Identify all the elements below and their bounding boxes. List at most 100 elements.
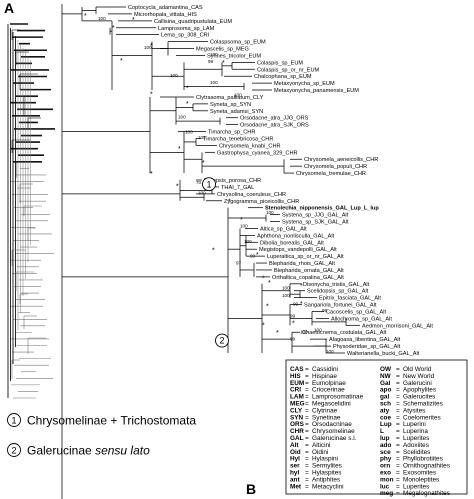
taxon-label: THAI_7_GAL: [221, 185, 254, 191]
taxon-label: Microrhopala_vittata_HIS: [134, 12, 197, 18]
support-label: 100: [144, 45, 152, 50]
taxon-label: Paropsis_porosa_CHR: [204, 178, 261, 184]
taxon-label: Orsodacne_atra_SJK_ORS: [240, 123, 309, 129]
legend-code: gal: [380, 394, 389, 401]
support-star: *: [120, 58, 123, 65]
legend-name: Alticini: [312, 442, 330, 449]
legend-name: Phyllobrotiites: [403, 456, 443, 463]
support-label: 97: [236, 260, 242, 265]
support-star: *: [268, 280, 271, 287]
support-label: 99: [208, 59, 214, 64]
taxon-label: Chrysomela_aeneicollis_CHR: [304, 157, 378, 163]
taxon-label: Colaspsoma_sp_EUM: [210, 40, 266, 46]
legend-code: Gal: [380, 380, 391, 387]
taxon-label: Stenolechia_nipponensis_GAL_Lup_L_lup: [265, 206, 379, 212]
legend-code: ser: [290, 463, 300, 470]
legend-name: Hylaspites: [312, 470, 341, 477]
legend-equals: =: [396, 456, 400, 463]
legend-code: OW: [380, 366, 392, 373]
legend-equals: =: [396, 407, 400, 414]
support-label: 100: [198, 191, 206, 196]
taxon-label: Timarcha_tenebricosa_CHR: [203, 136, 273, 142]
legend-code: CAS: [290, 366, 304, 373]
support-star: *: [292, 320, 295, 327]
legend-name: Exosomites: [403, 470, 436, 477]
legend-equals: =: [396, 373, 400, 380]
support-star: *: [262, 275, 265, 282]
legend-equals: =: [305, 380, 309, 387]
tree-clade-1: 1: [202, 177, 216, 192]
taxon-label: Chrysolina_coeruleus_CHR: [217, 192, 286, 198]
legend-name: Schematizites: [403, 401, 443, 408]
support-star: *: [262, 322, 265, 329]
support-star: *: [240, 217, 243, 224]
support-star: *: [112, 25, 115, 32]
legend-name: Cassidini: [312, 366, 338, 373]
legend-code: HIS: [290, 373, 301, 380]
taxon-label: Timarcha_sp_CHR: [208, 130, 255, 136]
legend-name: New World: [403, 373, 435, 380]
taxon-label: Coptocycla_adamantina_CAS: [128, 5, 203, 11]
legend-name: Hylaspini: [312, 456, 338, 463]
legend-name: Megascelidini: [312, 401, 351, 408]
taxon-label: Megistops_vandepolli_GAL_Alt: [259, 247, 337, 253]
legend-code: orn: [380, 463, 390, 470]
support-star: *: [150, 171, 153, 178]
legend-code: CHR: [290, 428, 304, 435]
legend-name: Galerucini: [403, 380, 432, 387]
tree-clade-2-text: 2: [219, 336, 224, 346]
tree-branches: [61, 4, 360, 499]
taxon-label: Lema_sp_308_CRI: [161, 33, 210, 39]
legend-code: luc: [380, 483, 390, 490]
legend-equals: =: [396, 387, 400, 394]
clade-2-caption: Galerucinae sensu lato: [27, 444, 150, 458]
taxon-label: Orthaltica_copalina_GAL_Alt: [272, 275, 344, 281]
taxon-labels: Coptocycla_adamantina_CASMicrorhopala_vi…: [128, 5, 433, 357]
taxon-label: Scelidopsis_sp_GAL_Alt: [307, 289, 369, 295]
support-star: *: [186, 101, 189, 108]
legend-equals: =: [305, 407, 309, 414]
legend-equals: =: [396, 442, 400, 449]
taxon-label: Disonycha_tristis_GAL_Alt: [303, 282, 370, 288]
legend-equals: =: [305, 470, 309, 477]
legend-equals: =: [396, 449, 400, 456]
legend-code: apo: [380, 387, 391, 394]
legend-equals: =: [396, 414, 400, 421]
legend-code: sch: [380, 401, 391, 408]
legend-equals: =: [305, 387, 309, 394]
support-label: 99: [250, 254, 256, 259]
legend-code: Hyl: [290, 456, 300, 463]
legend-code: aty: [380, 407, 390, 414]
legend-equals: =: [396, 428, 400, 435]
support-label: 100: [210, 52, 218, 57]
legend-box: [285, 359, 468, 495]
legend-code: Oid: [290, 449, 301, 456]
legend-code: hyl: [290, 470, 299, 477]
legend-name: Galerucinae s.l.: [312, 435, 357, 442]
support-label: 100: [244, 239, 252, 244]
panel-a-label: A: [4, 0, 14, 16]
support-star: *: [256, 252, 259, 259]
support-label: 99: [293, 301, 299, 306]
taxon-label: Cacoscelis_sp_GAL_Alt: [326, 309, 386, 315]
support-label: 100: [234, 92, 242, 97]
legend-equals: =: [305, 483, 309, 490]
legend-name: Megalognathites: [403, 490, 450, 497]
legend-name: Chrysomelinae: [312, 428, 355, 435]
legend-code: Lup: [380, 421, 392, 428]
taxon-label: Alagoasa_libentina_GAL_Alt: [329, 337, 401, 343]
legend-code: Met: [290, 483, 302, 490]
support-star: *: [300, 301, 303, 308]
legend-equals: =: [396, 421, 400, 428]
support-label: 99: [322, 308, 328, 313]
legend-code: ORS: [290, 421, 305, 428]
legend-name: Synetinae: [312, 414, 341, 421]
support-star: *: [150, 43, 153, 50]
legend-code: lup: [380, 435, 390, 442]
tree-clade-2-circle: [215, 333, 229, 348]
clade-note-1: 1 Chrysomelinae + Trichostomata: [7, 413, 196, 428]
legend-name: Luperites: [403, 483, 429, 490]
legend-name: Orsodacninae: [312, 421, 352, 428]
legend-code: SYN: [290, 414, 304, 421]
